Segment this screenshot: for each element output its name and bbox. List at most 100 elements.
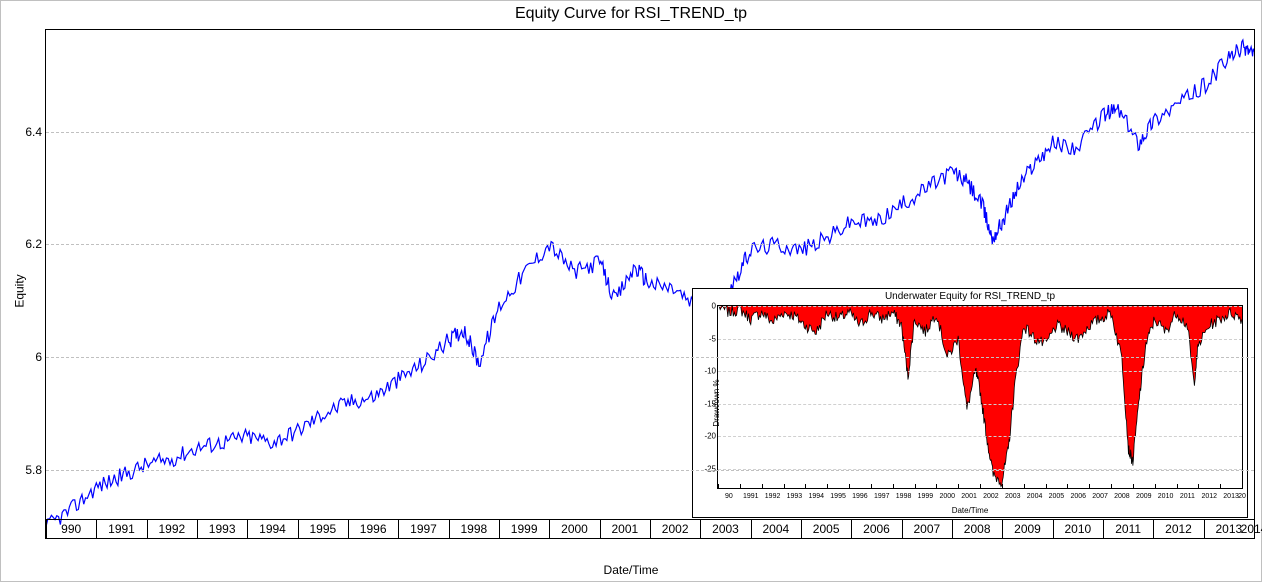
x-tick-label: 2002 <box>662 522 689 536</box>
inset-x-tick <box>1002 484 1003 488</box>
x-tick-label: 2008 <box>964 522 991 536</box>
x-tick-label: 2010 <box>1064 522 1091 536</box>
y-tick-label: 6.4 <box>25 125 42 139</box>
x-tick <box>851 520 852 538</box>
inset-x-tick <box>1089 484 1090 488</box>
inset-x-tick-label: 1992 <box>765 493 781 500</box>
inset-y-tick: -20 <box>704 432 716 441</box>
inset-x-tick <box>827 484 828 488</box>
x-tick <box>449 520 450 538</box>
x-tick <box>751 520 752 538</box>
inset-x-tick-label: 2010 <box>1158 493 1174 500</box>
inset-x-tick <box>1133 484 1134 488</box>
inset-x-tick <box>1242 484 1243 488</box>
inset-x-tick <box>1220 484 1221 488</box>
x-tick <box>700 520 701 538</box>
inset-x-tick <box>1155 484 1156 488</box>
x-tick-label: 1995 <box>309 522 336 536</box>
inset-x-tick-label: 2009 <box>1136 493 1152 500</box>
inset-x-tick <box>936 484 937 488</box>
inset-x-tick-label: 2006 <box>1070 493 1086 500</box>
inset-x-tick <box>1046 484 1047 488</box>
gridline <box>46 244 1254 245</box>
x-tick-label: 2007 <box>913 522 940 536</box>
chart-title: Equity Curve for RSI_TREND_tp <box>1 5 1261 23</box>
inset-x-tick-label: 1993 <box>787 493 803 500</box>
inset-title: Underwater Equity for RSI_TREND_tp <box>693 291 1247 302</box>
x-axis-line <box>46 519 1254 520</box>
x-tick <box>147 520 148 538</box>
x-tick <box>348 520 349 538</box>
x-tick-label: 2003 <box>712 522 739 536</box>
x-tick-label: 2006 <box>863 522 890 536</box>
inset-x-tick-label: 2013 <box>1223 493 1239 500</box>
x-tick <box>298 520 299 538</box>
x-tick-label: 1997 <box>410 522 437 536</box>
x-tick-label: 2014 <box>1241 522 1262 536</box>
x-tick-label: 2012 <box>1165 522 1192 536</box>
inset-x-tick <box>871 484 872 488</box>
inset-x-tick <box>1067 484 1068 488</box>
inset-y-tick: -10 <box>704 367 716 376</box>
x-tick-label: 2011 <box>1115 522 1141 536</box>
inset-gridline <box>718 371 1242 372</box>
inset-x-tick-label: 1995 <box>830 493 846 500</box>
inset-x-tick-label: 2008 <box>1114 493 1130 500</box>
inset-x-tick <box>980 484 981 488</box>
x-tick <box>600 520 601 538</box>
x-tick <box>902 520 903 538</box>
x-tick <box>499 520 500 538</box>
y-tick-label: 5.8 <box>25 463 42 477</box>
x-tick <box>197 520 198 538</box>
inset-x-tick-label: 2007 <box>1092 493 1108 500</box>
x-tick-label: 2000 <box>561 522 588 536</box>
x-tick-label: 2004 <box>762 522 789 536</box>
inset-x-tick-label: 1991 <box>743 493 759 500</box>
y-tick-label: 6 <box>35 350 42 364</box>
x-tick-label: 2009 <box>1014 522 1041 536</box>
x-tick-label: 990 <box>61 522 81 536</box>
x-tick <box>801 520 802 538</box>
inset-y-tick: 0 <box>712 302 716 311</box>
x-tick <box>1153 520 1154 538</box>
gridline <box>46 357 1254 358</box>
inset-x-tick <box>893 484 894 488</box>
y-tick-label: 6.2 <box>25 237 42 251</box>
inset-x-tick <box>915 484 916 488</box>
inset-x-tick-label: 1994 <box>808 493 824 500</box>
x-tick <box>650 520 651 538</box>
x-tick-label: 1992 <box>158 522 185 536</box>
x-tick <box>1204 520 1205 538</box>
inset-x-tick <box>718 484 719 488</box>
inset-x-tick-label: 2012 <box>1201 493 1217 500</box>
inset-x-tick-label: 1998 <box>896 493 912 500</box>
x-tick-label: 1998 <box>460 522 487 536</box>
x-tick-label: 1991 <box>108 522 135 536</box>
inset-x-tick-label: 2000 <box>939 493 955 500</box>
underwater-inset: Underwater Equity for RSI_TREND_tp Drawd… <box>692 288 1248 518</box>
x-tick-label: 1993 <box>209 522 236 536</box>
inset-x-tick-label: 1996 <box>852 493 868 500</box>
inset-x-tick-label: 90 <box>725 493 733 500</box>
x-tick-label: 2005 <box>813 522 840 536</box>
x-tick <box>1103 520 1104 538</box>
inset-x-tick <box>1198 484 1199 488</box>
y-axis-label: Equity <box>13 274 27 307</box>
x-tick <box>1002 520 1003 538</box>
inset-x-tick-label: 2002 <box>983 493 999 500</box>
x-tick-label: 1999 <box>511 522 538 536</box>
x-tick <box>549 520 550 538</box>
inset-x-tick-label: 2004 <box>1027 493 1043 500</box>
x-tick <box>247 520 248 538</box>
x-tick <box>46 520 47 538</box>
inset-gridline <box>718 339 1242 340</box>
x-tick-label: 2013 <box>1215 522 1242 536</box>
inset-x-tick <box>958 484 959 488</box>
inset-y-tick: -5 <box>709 334 716 343</box>
x-axis-label: Date/Time <box>1 563 1261 577</box>
inset-x-tick <box>1177 484 1178 488</box>
inset-x-tick-label: 2005 <box>1049 493 1065 500</box>
inset-x-tick <box>740 484 741 488</box>
inset-gridline <box>718 306 1242 307</box>
gridline <box>46 132 1254 133</box>
